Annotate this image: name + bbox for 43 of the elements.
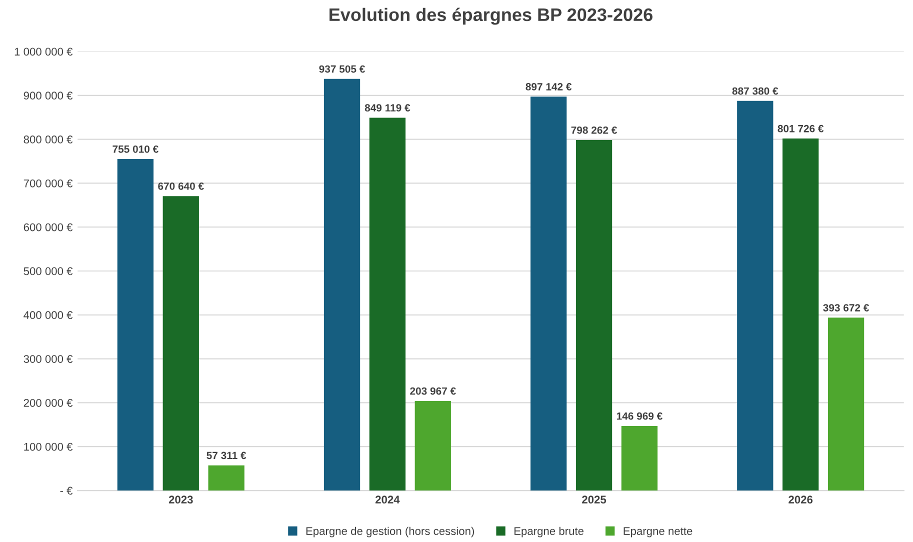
data-label: 146 969 € — [616, 412, 662, 420]
bar — [324, 78, 360, 491]
y-tick-label: 300 000 € — [24, 355, 73, 363]
bar — [576, 140, 612, 491]
bar — [369, 118, 406, 491]
data-label: 670 640 € — [158, 182, 204, 190]
bar — [414, 400, 451, 491]
x-tick-label: 2025 — [582, 496, 606, 504]
data-label: 897 142 € — [526, 83, 572, 90]
y-tick-label: 700 000 € — [24, 179, 73, 188]
y-tick-label: 900 000 € — [24, 92, 73, 100]
y-tick-label: 800 000 € — [24, 136, 73, 144]
x-tick-label: 2024 — [375, 496, 400, 504]
data-label: 57 311 € — [206, 452, 246, 460]
legend-label: Epargne brute — [514, 526, 584, 538]
chart-title: Evolution des épargnes BP 2023-2026 — [330, 8, 653, 25]
legend-label: Epargne de gestion (hors cession) — [306, 526, 474, 538]
data-label: 849 119 € — [364, 104, 410, 112]
y-tick-label: 400 000 € — [24, 311, 73, 320]
y-tick-label: 100 000 € — [24, 442, 73, 451]
y-tick-label: 200 000 € — [24, 398, 73, 407]
bar — [530, 96, 567, 491]
data-label: 755 010 € — [112, 145, 158, 153]
legend-label: Epargne nette — [624, 527, 692, 538]
y-tick-label: 600 000 € — [24, 223, 73, 232]
y-tick-label: 1 000 000 € — [14, 48, 73, 56]
bar — [117, 159, 154, 491]
data-label: 887 380 € — [732, 87, 778, 95]
bar — [737, 100, 774, 491]
bar — [828, 318, 864, 491]
bar — [782, 138, 819, 491]
data-label: 801 726 € — [778, 124, 824, 132]
data-label: 203 967 € — [410, 387, 456, 395]
data-label: 798 262 € — [571, 126, 618, 134]
y-tick-label: - € — [60, 486, 73, 495]
y-tick-label: 500 000 € — [24, 267, 73, 276]
data-label: 393 672 € — [823, 304, 870, 312]
bar — [162, 196, 199, 491]
data-label: 937 505 € — [319, 65, 365, 73]
x-tick-label: 2023 — [168, 496, 193, 504]
x-tick-label: 2026 — [788, 496, 813, 504]
bar — [621, 426, 658, 491]
bar — [208, 465, 244, 491]
